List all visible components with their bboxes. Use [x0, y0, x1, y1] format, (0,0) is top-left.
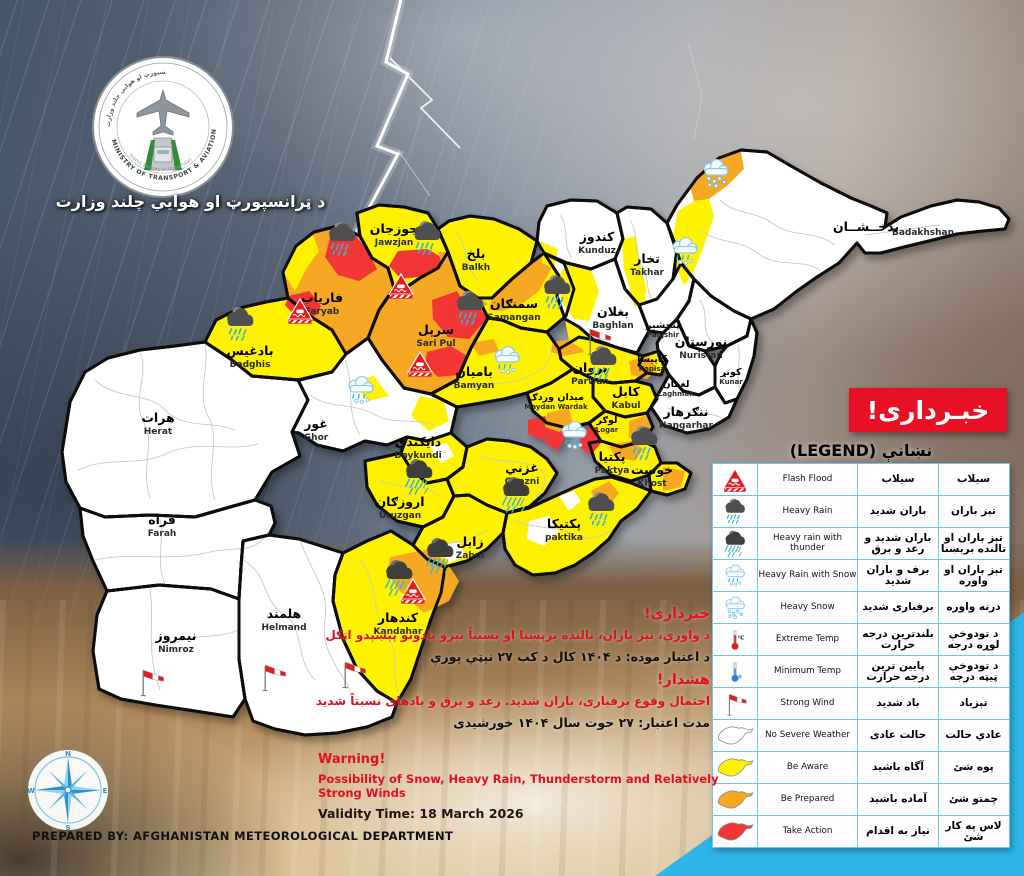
legend-label-en: Take Action	[757, 816, 857, 847]
warning-banner: خبـرداری!	[849, 388, 1007, 432]
legend-label-ps: تېز باران	[938, 496, 1008, 527]
legend-label-dari: باد شدید	[857, 688, 938, 719]
english-warning-block: Warning! Possibility of Snow, Heavy Rain…	[318, 752, 738, 821]
footer-credit: PREPARED BY: AFGHANISTAN METEOROLOGICAL …	[32, 829, 454, 843]
legend-label-dari: نیاز به اقدام	[857, 816, 938, 847]
legend-label-dari: سیلاب	[857, 464, 938, 495]
legend-label-en: Heavy Rain with Snow	[757, 560, 857, 591]
legend-label-en: Extreme Temp	[757, 624, 857, 655]
windsock-icon	[713, 688, 757, 719]
airplane-icon	[136, 88, 190, 136]
compass-n: N	[65, 750, 71, 758]
english-validity: Validity Time: 18 March 2026	[318, 806, 524, 821]
legend-row-windsock: Strong Wind باد شدید تېزباد	[713, 687, 1009, 719]
legend-row-heavy-rain-thunder: Heavy rain with thunder باران شدید و رعد …	[713, 527, 1009, 559]
legend-label-ps: چمتو شئ	[938, 784, 1008, 815]
legend-label-dari: برف و باران شدید	[857, 560, 938, 591]
legend-row-map-orange: Be Prepared آماده باشید چمتو شئ	[713, 783, 1009, 815]
legend-row-thermo-hot: Extreme Temp بلندترین درجه حرارت د تودوخې …	[713, 623, 1009, 655]
legend-label-en: Heavy Rain	[757, 496, 857, 527]
ministry-logo: د ټرانسپورټ او هوايي چلند وزارت MINISTRY…	[88, 52, 234, 198]
legend-label-ps: تېزباد	[938, 688, 1008, 719]
map-white-icon	[713, 720, 757, 751]
runway-edge-left	[144, 140, 155, 170]
compass-star	[35, 757, 101, 823]
legend-label-en: No Severe Weather	[757, 720, 857, 751]
heavy-rain-thunder-icon	[713, 528, 757, 559]
english-warning-heading: Warning!	[318, 752, 386, 767]
truck-windshield	[157, 150, 169, 154]
thermo-cold-icon	[713, 656, 757, 687]
legend-row-map-white: No Severe Weather حالت عادی عادي حالت	[713, 719, 1009, 751]
legend-row-map-yellow: Be Aware آگاه باشید پوه شئ	[713, 751, 1009, 783]
truck-icon	[153, 146, 173, 163]
legend-label-ps: د تودوخې ټیټه درجه	[938, 656, 1008, 687]
compass-rose-icon: N E S W	[27, 750, 108, 832]
ministry-name: د ټرانسپورټ او هوايي چلند وزارت	[55, 192, 326, 211]
compass-s: S	[65, 824, 70, 832]
legend-label-ps: عادي حالت	[938, 720, 1008, 751]
legend-label-dari: آگاه باشید	[857, 752, 938, 783]
legend-row-flash-flood: Flash Flood سیلاب سیلاب	[713, 464, 1009, 495]
legend-row-heavy-snow: Heavy Snow برفباری شدید درنه واوره	[713, 591, 1009, 623]
legend-table: Flash Flood سیلاب سیلاب Heavy Rain باران شدی…	[712, 463, 1010, 848]
pashto-warning-body: د واورې، تېز باران، تالنده برېښنا او نسب…	[325, 628, 710, 642]
heavy-snow-icon	[713, 592, 757, 623]
warning-banner-text: خبـرداری!	[866, 395, 990, 425]
english-warning-body: Possibility of Snow, Heavy Rain, Thunder…	[318, 772, 719, 800]
runway-edge-right	[171, 140, 182, 170]
flash-flood-icon	[713, 464, 757, 495]
legend-label-en: Heavy Snow	[757, 592, 857, 623]
legend-label-dari: برفباری شدید	[857, 592, 938, 623]
legend-label-en: Be Prepared	[757, 784, 857, 815]
legend-label-en: Minimum Temp	[757, 656, 857, 687]
heavy-rain-snow-icon	[713, 560, 757, 591]
heavy-rain-icon	[713, 496, 757, 527]
legend-label-ps: د تودوخې لوړه درجه	[938, 624, 1008, 655]
legend-label-en: Flash Flood	[757, 464, 857, 495]
legend-label-dari: حالت عادی	[857, 720, 938, 751]
dari-warning-body: احتمال وقوع برفباری، باران شدید. رعد و ب…	[315, 694, 710, 708]
pashto-validity: د اعتبار موده: د ۱۴۰۴ کال د کب ۲۷ نېټې پ…	[430, 649, 710, 664]
legend-label-ps: لاس په کار شئ	[938, 816, 1008, 847]
legend-label-dari: بلندترین درجه حرارت	[857, 624, 938, 655]
thermo-hot-icon	[713, 624, 757, 655]
legend-row-heavy-rain-snow: Heavy Rain with Snow برف و باران شدید تېز …	[713, 559, 1009, 591]
legend-label-ps: درنه واوره	[938, 592, 1008, 623]
legend-label-dari: آماده باشید	[857, 784, 938, 815]
dari-warning-heading: هشدار!	[656, 672, 710, 688]
legend-label-en: Be Aware	[757, 752, 857, 783]
legend-row-thermo-cold: Minimum Temp پایین ترین درجه حرارت د تودوخ…	[713, 655, 1009, 687]
pashto-warning-block: خبرداری! د واورې، تېز باران، تالنده برېښ…	[315, 606, 710, 738]
pashto-warning-heading: خبرداری!	[643, 606, 710, 622]
compass-e: E	[103, 787, 108, 795]
legend-panel: نښانې (LEGEND) Flash Flood سیلاب سیلاب Heav…	[712, 441, 1010, 848]
legend-row-map-red: Take Action نیاز به اقدام لاس په کار شئ	[713, 815, 1009, 847]
legend-label-dari: باران شدید	[857, 496, 938, 527]
legend-label-ps: سیلاب	[938, 464, 1008, 495]
legend-label-ps: پوه شئ	[938, 752, 1008, 783]
legend-label-en: Strong Wind	[757, 688, 857, 719]
legend-label-en: Heavy rain with thunder	[757, 528, 857, 559]
legend-label-ps: تېز باران او تالنده برېښنا	[938, 528, 1008, 559]
legend-row-heavy-rain: Heavy Rain باران شدید تېز باران	[713, 495, 1009, 527]
legend-label-dari: پایین ترین درجه حرارت	[857, 656, 938, 687]
compass-w: W	[27, 787, 35, 795]
legend-title: نښانې (LEGEND)	[789, 441, 933, 460]
legend-label-dari: باران شدید و رعد و برق	[857, 528, 938, 559]
dari-validity: مدت اعتبار: ۲۷ حوت سال ۱۴۰۴ خورشیدی	[453, 715, 710, 730]
legend-label-ps: تېز باران او واوره	[938, 560, 1008, 591]
